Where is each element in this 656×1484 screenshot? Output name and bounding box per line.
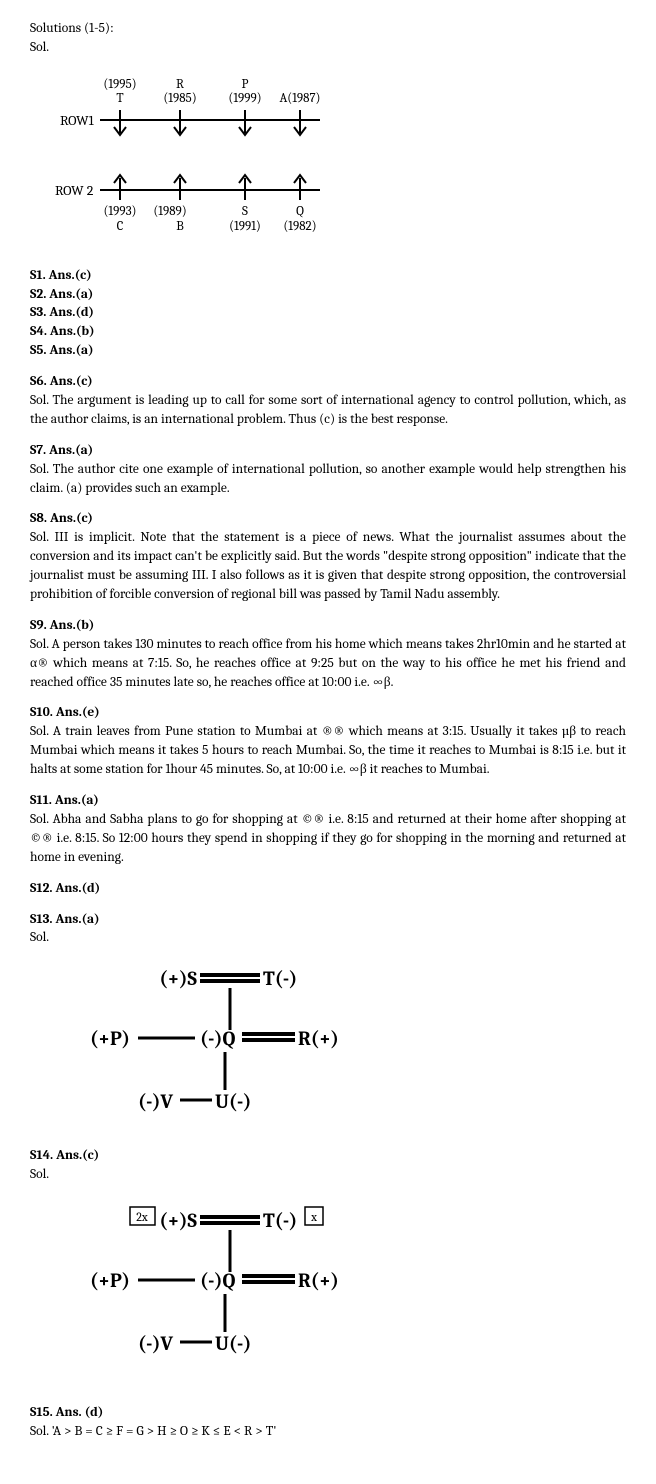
s9-sol: Sol. A person takes 130 minutes to reach… <box>30 636 626 693</box>
s11-sol: Sol. Abha and Sabha plans to go for shop… <box>30 811 626 868</box>
svg-text:U(-): U(-) <box>215 1090 251 1113</box>
s14-ans: S14. Ans.(c) <box>30 1147 626 1166</box>
s10-ans: S10. Ans.(e) <box>30 704 626 723</box>
svg-text:(1982): (1982) <box>283 219 316 234</box>
svg-text:x: x <box>310 1210 317 1224</box>
svg-text:B: B <box>176 219 184 234</box>
svg-text:(-)V: (-)V <box>138 1332 174 1355</box>
svg-text:(-)V: (-)V <box>138 1090 174 1113</box>
svg-text:T(-): T(-) <box>263 1209 297 1232</box>
s14: S14. Ans.(c) Sol. <box>30 1147 626 1185</box>
s13-ans: S13. Ans.(a) <box>30 911 626 930</box>
svg-text:Q: Q <box>296 204 304 219</box>
row-diagram: ROW1 (1995) T R (1985) P (1999) A(1987) … <box>30 70 626 257</box>
s13-sol: Sol. <box>30 929 626 948</box>
s7-ans: S7. Ans.(a) <box>30 442 626 461</box>
s9-ans: S9. Ans.(b) <box>30 617 626 636</box>
svg-text:(1989): (1989) <box>153 204 186 219</box>
svg-text:(1995): (1995) <box>103 77 136 92</box>
s15-ans: S15. Ans. (d) <box>30 1404 626 1423</box>
s8-sol: Sol. III is implicit. Note that the stat… <box>30 529 626 605</box>
s8: S8. Ans.(c) Sol. III is implicit. Note t… <box>30 510 626 604</box>
row1-label: ROW1 <box>60 112 95 129</box>
s6-sol: Sol. The argument is leading up to call … <box>30 392 626 430</box>
solutions-title: Solutions (1-5): <box>30 20 626 39</box>
s12-ans: S12. Ans.(d) <box>30 880 626 899</box>
ans-s2: S2. Ans.(a) <box>30 286 626 305</box>
solutions-header: Solutions (1-5): Sol. <box>30 20 626 58</box>
svg-text:(1991): (1991) <box>229 219 261 234</box>
family-tree-2: 2x (+)S T(-) x (+P) (-)Q R(+) (-)V U(-) <box>60 1197 626 1384</box>
s10-sol: Sol. A train leaves from Pune station to… <box>30 723 626 780</box>
svg-text:(-)Q: (-)Q <box>200 1027 236 1050</box>
family-tree-1: (+)S T(-) (+P) (-)Q R(+) (-)V U(-) <box>60 960 626 1137</box>
svg-text:T: T <box>116 91 123 106</box>
svg-text:U(-): U(-) <box>215 1332 251 1355</box>
svg-text:(+P): (+P) <box>90 1027 130 1050</box>
ans-s4: S4. Ans.(b) <box>30 323 626 342</box>
svg-text:(+)S: (+)S <box>159 1209 197 1232</box>
svg-text:P: P <box>242 77 249 92</box>
s8-ans: S8. Ans.(c) <box>30 510 626 529</box>
ans-s1: S1. Ans.(c) <box>30 267 626 286</box>
svg-text:(-)Q: (-)Q <box>200 1269 236 1292</box>
s13: S13. Ans.(a) Sol. <box>30 911 626 949</box>
svg-text:R(+): R(+) <box>298 1027 339 1050</box>
row2-label: ROW 2 <box>55 182 94 199</box>
svg-text:C: C <box>117 219 124 234</box>
sol-label: Sol. <box>30 39 626 58</box>
svg-text:R: R <box>176 77 184 92</box>
s7: S7. Ans.(a) Sol. The author cite one exa… <box>30 442 626 499</box>
row2-arrows: (1993) C (1989) B S (1991) Q (1982) <box>103 175 316 234</box>
s9: S9. Ans.(b) Sol. A person takes 130 minu… <box>30 617 626 693</box>
s12: S12. Ans.(d) <box>30 880 626 899</box>
svg-text:R(+): R(+) <box>298 1269 339 1292</box>
svg-text:(1993): (1993) <box>103 204 136 219</box>
answers-1-5: S1. Ans.(c) S2. Ans.(a) S3. Ans.(d) S4. … <box>30 267 626 361</box>
s11: S11. Ans.(a) Sol. Abha and Sabha plans t… <box>30 792 626 868</box>
svg-text:A(1987): A(1987) <box>279 91 320 106</box>
svg-text:T(-): T(-) <box>263 967 297 990</box>
s14-sol: Sol. <box>30 1166 626 1185</box>
s7-sol: Sol. The author cite one example of inte… <box>30 461 626 499</box>
svg-text:(1985): (1985) <box>163 91 196 106</box>
s10: S10. Ans.(e) Sol. A train leaves from Pu… <box>30 704 626 780</box>
svg-text:(1999): (1999) <box>228 91 261 106</box>
s11-ans: S11. Ans.(a) <box>30 792 626 811</box>
svg-text:S: S <box>242 204 248 219</box>
ans-s3: S3. Ans.(d) <box>30 304 626 323</box>
svg-text:(+)S: (+)S <box>159 967 197 990</box>
s6: S6. Ans.(c) Sol. The argument is leading… <box>30 373 626 430</box>
svg-text:2x: 2x <box>136 1210 148 1224</box>
ans-s5: S5. Ans.(a) <box>30 342 626 361</box>
row1-arrows: (1995) T R (1985) P (1999) A(1987) <box>103 77 320 135</box>
s6-ans: S6. Ans.(c) <box>30 373 626 392</box>
s15-sol: Sol. 'A > B = C ≥ F = G > H ≥ O ≥ K ≤ E … <box>30 1423 626 1442</box>
s15: S15. Ans. (d) Sol. 'A > B = C ≥ F = G > … <box>30 1404 626 1442</box>
svg-text:(+P): (+P) <box>90 1269 130 1292</box>
